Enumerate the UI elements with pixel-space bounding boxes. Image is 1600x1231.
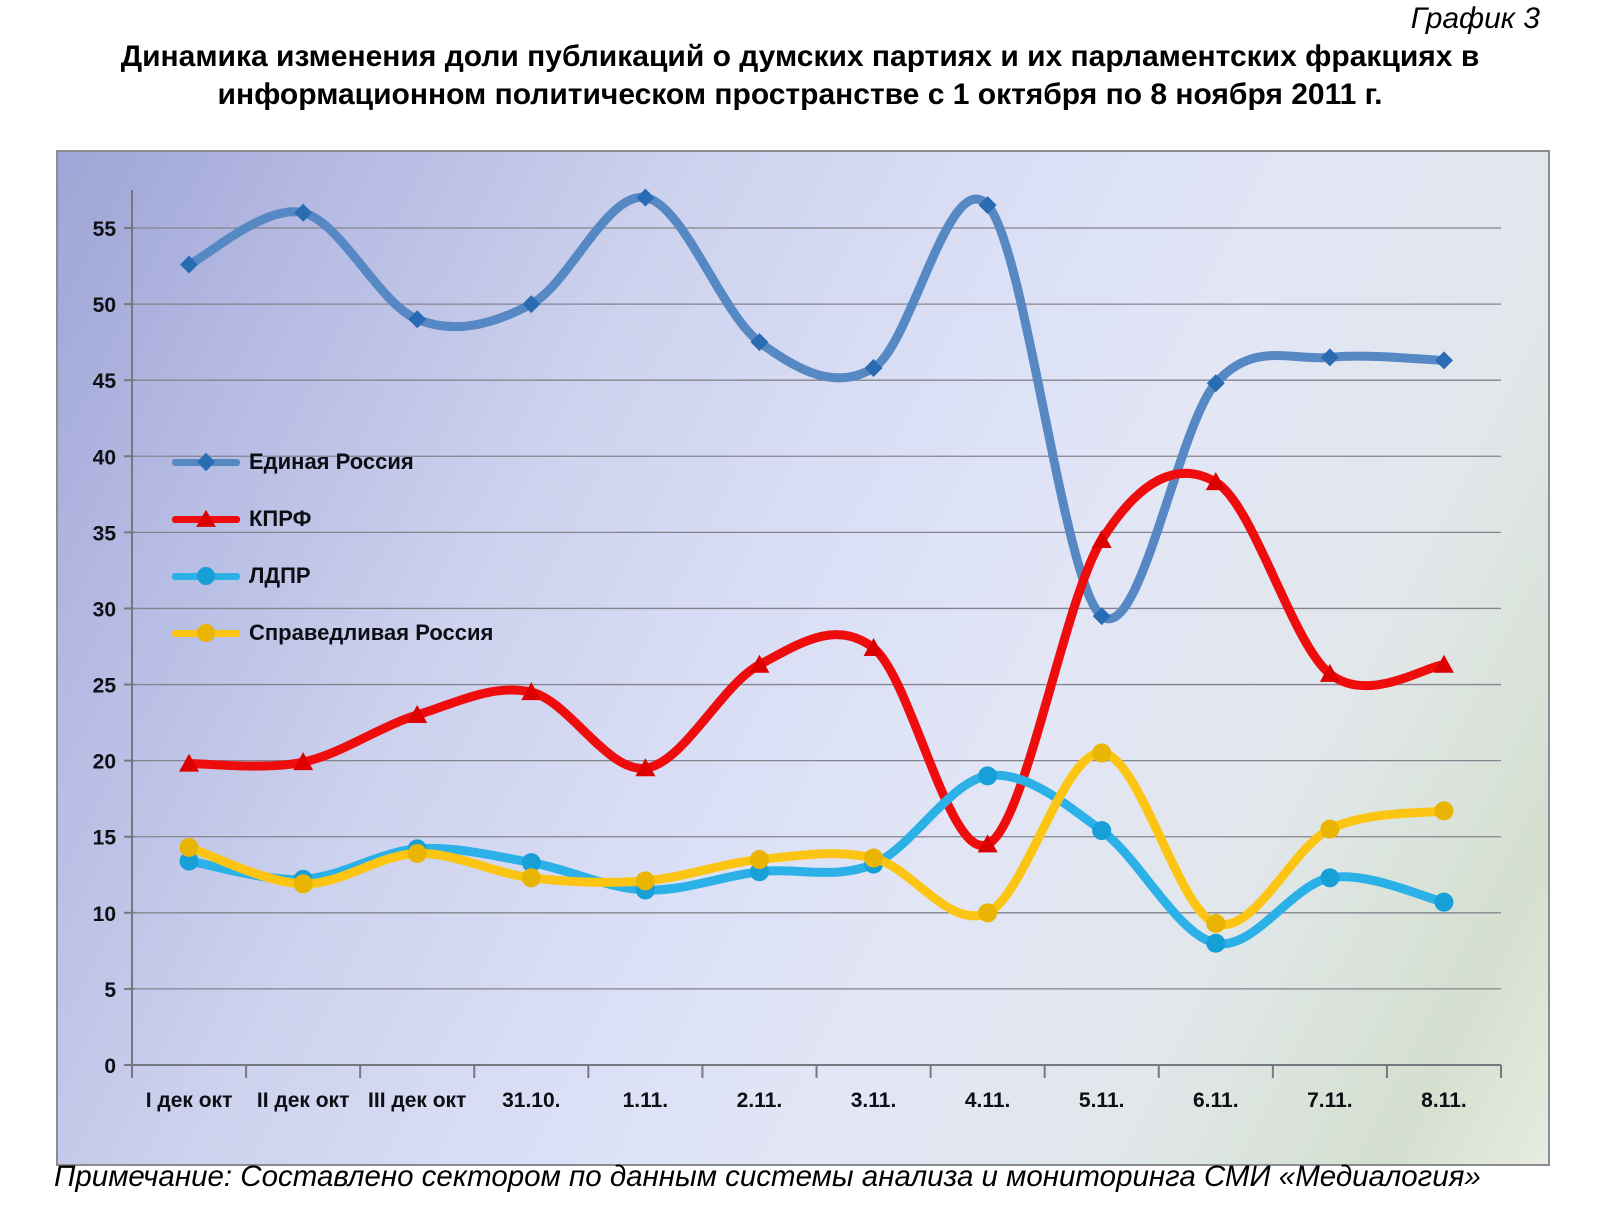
- chart-number: График 3: [1410, 2, 1540, 35]
- axes: [124, 190, 1502, 1078]
- legend-item-kprf: КПРФ: [172, 490, 493, 547]
- x-tick-label: 5.11.: [1079, 1089, 1125, 1112]
- y-axis-labels: 0 5 10 15 20 25 30 35 40 45 50 55: [93, 218, 117, 1078]
- y-tick-label: 35: [93, 522, 117, 545]
- diamond-marker-icon: [196, 452, 216, 471]
- legend-item-ldpr: ЛДПР: [172, 547, 493, 604]
- x-tick-label: 1.11.: [623, 1089, 669, 1112]
- y-tick-label: 10: [93, 903, 116, 926]
- series-1: [179, 468, 1454, 853]
- circle-marker-icon: [197, 566, 215, 585]
- y-tick-label: 25: [93, 675, 117, 698]
- x-tick-label: 6.11.: [1193, 1089, 1239, 1112]
- chart-canvas: 0 5 10 15 20 25 30 35 40 45 50 55 I дек окт II дек ок…: [93, 188, 1502, 1112]
- legend-item-spravedlivaya-rossiya: Справедливая Россия: [172, 604, 493, 661]
- y-tick-label: 40: [93, 446, 116, 469]
- series-0: [180, 188, 1453, 626]
- legend-label: КПРФ: [249, 505, 312, 531]
- x-tick-label: 4.11.: [965, 1089, 1011, 1112]
- x-tick-label: 3.11.: [851, 1089, 897, 1112]
- y-tick-label: 20: [93, 751, 116, 774]
- x-tick-label: 2.11.: [737, 1089, 783, 1112]
- x-tick-label: I дек окт: [146, 1089, 233, 1112]
- chart-plot-area: 0 5 10 15 20 25 30 35 40 45 50 55 I дек окт II дек ок…: [56, 150, 1550, 1166]
- legend-line-circle-icon: [172, 565, 240, 587]
- series-2: [179, 766, 1454, 953]
- circle-marker-icon: [197, 623, 215, 642]
- series-3: [179, 743, 1454, 933]
- x-tick-label: III дек окт: [368, 1089, 466, 1112]
- gridlines: [132, 227, 1501, 990]
- legend-line-circle-icon: [172, 622, 240, 644]
- y-tick-label: 45: [93, 370, 117, 393]
- legend-label: ЛДПР: [249, 562, 311, 588]
- y-tick-label: 50: [93, 294, 116, 317]
- source-note: Примечание: Составлено сектором по данны…: [54, 1160, 1481, 1193]
- triangle-marker-icon: [196, 509, 216, 527]
- x-axis-labels: I дек окт II дек окт III дек окт 31.10. 1.11…: [146, 1089, 1467, 1112]
- legend-line-triangle-icon: [172, 508, 240, 530]
- chart-title: Динамика изменения доли публикаций о дум…: [120, 40, 1480, 112]
- x-tick-label: 8.11.: [1421, 1089, 1467, 1112]
- legend: Единая Россия КПРФ ЛДПР: [172, 433, 493, 661]
- legend-label: Справедливая Россия: [249, 619, 494, 645]
- legend-item-edinaya-rossiya: Единая Россия: [172, 433, 493, 490]
- y-tick-label: 30: [93, 598, 116, 621]
- y-tick-label: 0: [104, 1055, 116, 1078]
- x-tick-label: II дек окт: [257, 1089, 349, 1112]
- x-tick-label: 31.10.: [502, 1089, 560, 1112]
- legend-line-diamond-icon: [172, 451, 240, 473]
- y-tick-label: 15: [93, 827, 117, 850]
- y-tick-label: 5: [104, 979, 116, 1002]
- legend-label: Единая Россия: [249, 448, 414, 474]
- x-tick-label: 7.11.: [1307, 1089, 1353, 1112]
- y-tick-label: 55: [93, 218, 117, 241]
